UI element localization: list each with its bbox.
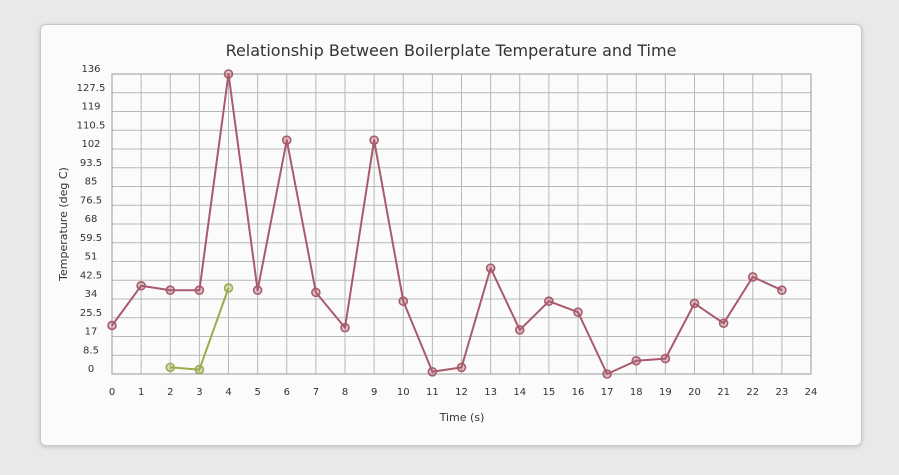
x-tick-label: 11 bbox=[426, 387, 439, 398]
x-axis-label: Time (s) bbox=[439, 411, 485, 424]
y-tick-label: 85 bbox=[85, 177, 98, 188]
y-tick-label: 0 bbox=[88, 364, 94, 375]
data-point[interactable] bbox=[777, 285, 787, 295]
x-tick-label: 4 bbox=[225, 387, 231, 398]
data-point[interactable] bbox=[223, 69, 234, 79]
data-point[interactable] bbox=[398, 296, 409, 307]
data-point[interactable] bbox=[544, 296, 554, 307]
x-tick-label: 8 bbox=[342, 387, 348, 398]
y-tick-label: 119 bbox=[81, 102, 100, 113]
series-line bbox=[111, 73, 783, 375]
y-tick-label: 127.5 bbox=[77, 83, 106, 94]
chart-title: Relationship Between Boilerplate Tempera… bbox=[226, 41, 677, 60]
y-tick-label: 51 bbox=[85, 252, 98, 263]
y-tick-label: 59.5 bbox=[80, 233, 102, 244]
x-tick-label: 17 bbox=[601, 387, 614, 398]
data-point[interactable] bbox=[281, 135, 292, 145]
data-point[interactable] bbox=[369, 135, 379, 145]
y-axis-label: Temperature (deg C) bbox=[57, 167, 70, 282]
x-tick-label: 15 bbox=[543, 387, 556, 398]
data-point[interactable] bbox=[194, 364, 205, 375]
data-point[interactable] bbox=[340, 322, 350, 333]
x-tick-label: 18 bbox=[630, 387, 643, 398]
data-point[interactable] bbox=[311, 287, 321, 298]
y-tick-label: 17 bbox=[85, 327, 98, 338]
y-tick-label: 34 bbox=[85, 289, 98, 300]
grid bbox=[111, 73, 812, 375]
x-tick-label: 19 bbox=[659, 387, 672, 398]
x-tick-label: 14 bbox=[513, 387, 526, 398]
x-tick-label: 24 bbox=[805, 387, 818, 398]
y-tick-label: 68 bbox=[85, 214, 98, 225]
series bbox=[107, 69, 787, 379]
data-point[interactable] bbox=[165, 362, 176, 373]
series-1 bbox=[107, 69, 787, 379]
data-point[interactable] bbox=[107, 320, 117, 331]
y-tick-label: 102 bbox=[81, 139, 100, 150]
x-axis-ticks: 0 1 2 3 4 5 6 7 8 9 10 11 12 13 14 15 16 17 18 19 20 21 22 23 24 bbox=[109, 387, 818, 398]
data-point[interactable] bbox=[485, 263, 496, 273]
data-point[interactable] bbox=[573, 307, 583, 318]
data-point[interactable] bbox=[136, 280, 146, 291]
data-point[interactable] bbox=[194, 285, 205, 295]
x-tick-label: 16 bbox=[572, 387, 585, 398]
x-tick-label: 21 bbox=[717, 387, 730, 398]
data-point[interactable] bbox=[165, 285, 176, 295]
y-tick-label: 25.5 bbox=[80, 308, 102, 319]
y-axis-ticks: 0 8.5 17 25.5 34 42.5 51 59.5 68 76.5 85 93.5 102 110… bbox=[77, 64, 106, 375]
data-point[interactable] bbox=[456, 362, 467, 373]
x-tick-label: 5 bbox=[254, 387, 260, 398]
x-tick-label: 9 bbox=[371, 387, 377, 398]
y-tick-label: 8.5 bbox=[83, 345, 99, 356]
y-tick-label: 136 bbox=[81, 64, 100, 75]
y-tick-label: 76.5 bbox=[80, 195, 102, 206]
data-point[interactable] bbox=[514, 325, 525, 335]
data-point[interactable] bbox=[631, 355, 642, 366]
x-tick-label: 22 bbox=[746, 387, 759, 398]
data-point[interactable] bbox=[747, 272, 758, 282]
x-tick-label: 10 bbox=[397, 387, 410, 398]
x-tick-label: 3 bbox=[196, 387, 202, 398]
x-tick-label: 13 bbox=[484, 387, 497, 398]
data-point[interactable] bbox=[718, 318, 729, 329]
plot-frame bbox=[111, 73, 812, 375]
x-tick-label: 6 bbox=[284, 387, 290, 398]
x-tick-label: 2 bbox=[167, 387, 173, 398]
data-point[interactable] bbox=[252, 285, 263, 295]
x-tick-label: 0 bbox=[109, 387, 115, 398]
y-tick-label: 93.5 bbox=[80, 158, 102, 169]
chart-card bbox=[40, 24, 862, 446]
x-tick-label: 23 bbox=[776, 387, 789, 398]
x-tick-label: 7 bbox=[313, 387, 319, 398]
x-tick-label: 20 bbox=[688, 387, 701, 398]
y-tick-label: 42.5 bbox=[80, 270, 102, 281]
series-2 bbox=[165, 283, 234, 375]
x-tick-label: 12 bbox=[455, 387, 468, 398]
y-tick-label: 110.5 bbox=[77, 120, 106, 131]
data-point[interactable] bbox=[660, 353, 671, 364]
data-point[interactable] bbox=[223, 283, 234, 293]
data-point[interactable] bbox=[427, 366, 438, 377]
series-line bbox=[170, 287, 230, 371]
x-tick-label: 1 bbox=[138, 387, 144, 398]
data-point[interactable] bbox=[602, 369, 612, 379]
data-point[interactable] bbox=[689, 298, 700, 309]
